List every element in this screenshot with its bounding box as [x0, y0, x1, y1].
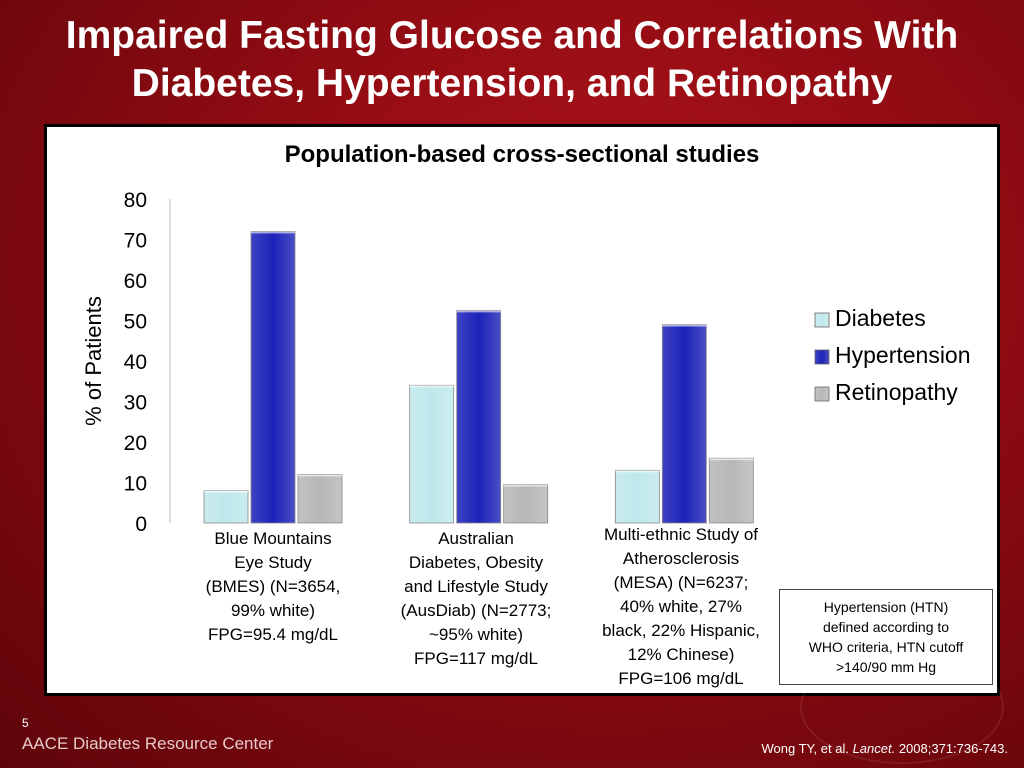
y-tick-label: 60 [124, 270, 147, 293]
y-tick-label: 70 [124, 230, 147, 253]
category-label-mesa: Multi-ethnic Study of Atherosclerosis (M… [583, 523, 779, 691]
category-label-line: FPG=117 mg/dL [414, 649, 538, 668]
bar-diabetes [203, 490, 249, 524]
bar-highlight [709, 458, 754, 461]
category-label-line: FPG=95.4 mg/dL [208, 625, 338, 644]
y-tick-label: 50 [124, 311, 147, 334]
bar-retinopathy [708, 457, 754, 524]
category-label-line: Diabetes, Obesity [408, 553, 544, 572]
slide-title: Impaired Fasting Glucose and Correlation… [0, 12, 1024, 108]
note-line: Hypertension (HTN) [823, 599, 949, 615]
category-label-line: black, 22% Hispanic, [602, 621, 760, 640]
citation-journal: Lancet. [852, 741, 896, 756]
bar-highlight [298, 474, 342, 477]
note-line: defined according to [822, 619, 950, 635]
bar-chart: 0 10 20 30 40 50 60 70 80 % of Patients Diabetes Hy… [81, 189, 971, 536]
category-label-line: 40% white, 27% [620, 597, 742, 616]
y-tick-label: 40 [124, 351, 147, 374]
bar-diabetes [614, 469, 660, 524]
y-tick-label: 20 [124, 432, 147, 455]
legend-label-retinopathy: Retinopathy [835, 379, 958, 405]
slide-title-line-1: Impaired Fasting Glucose and Correlation… [65, 14, 959, 57]
citation-details: 2008;371:736-743. [895, 741, 1008, 756]
chart-panel: Population-based cross-sectional studies… [44, 124, 1000, 696]
category-label-line: Eye Study [234, 553, 312, 572]
legend-swatch-diabetes [814, 312, 830, 328]
category-label-ausdiab: Australian Diabetes, Obesity and Lifesty… [383, 527, 569, 671]
aace-seal-watermark [800, 650, 1004, 764]
y-axis-title: % of Patients [81, 296, 106, 426]
bar-highlight [503, 484, 548, 487]
category-label-bmes: Blue Mountains Eye Study (BMES) (N=3654,… [191, 527, 355, 647]
legend-label-diabetes: Diabetes [835, 305, 926, 331]
bar-diabetes [409, 384, 455, 524]
bar-highlight [615, 470, 660, 473]
category-label-line: (AusDiab) (N=2773; [400, 601, 552, 620]
category-label-line: Multi-ethnic Study of [603, 525, 758, 544]
category-label-line: 12% Chinese) [627, 645, 735, 664]
category-label-line: Blue Mountains [214, 529, 332, 548]
bar-retinopathy [297, 473, 343, 524]
legend-label-hypertension: Hypertension [835, 342, 971, 368]
footer-brand: AACE Diabetes Resource Center [22, 734, 274, 753]
bar-highlight [251, 231, 295, 234]
panel-edge [994, 172, 997, 540]
y-tick-label: 0 [135, 513, 147, 536]
category-label-line: Australian [438, 529, 514, 548]
slide-number: 5 [22, 716, 29, 730]
bar-retinopathy [503, 484, 549, 524]
bar-highlight [456, 310, 501, 313]
legend-swatch-retinopathy [814, 386, 830, 402]
category-label-line: (MESA) (N=6237; [613, 573, 749, 592]
category-label-line: (BMES) (N=3654, [205, 577, 341, 596]
bar-hypertension [661, 324, 707, 524]
y-tick-label: 30 [124, 392, 147, 415]
slide-title-line-2: Diabetes, Hypertension, and Retinopathy [131, 62, 893, 105]
chart-title: Population-based cross-sectional studies [284, 141, 760, 168]
bar-highlight [204, 490, 248, 493]
bar-highlight [662, 324, 707, 327]
bar-highlight [409, 385, 454, 388]
y-tick-label: 10 [124, 473, 147, 496]
category-label-line: FPG=106 mg/dL [618, 669, 744, 688]
bar-hypertension [250, 231, 296, 524]
category-label-line: Atherosclerosis [622, 549, 740, 568]
bar-hypertension [456, 309, 502, 524]
citation-authors: Wong TY, et al. [761, 741, 853, 756]
category-label-line: ~95% white) [428, 625, 524, 644]
y-tick-label: 80 [124, 189, 147, 212]
citation: Wong TY, et al. Lancet. 2008;371:736-743… [762, 741, 1009, 756]
category-label-line: 99% white) [230, 601, 316, 620]
legend-swatch-hypertension [814, 349, 830, 365]
category-label-line: and Lifestyle Study [404, 577, 548, 596]
